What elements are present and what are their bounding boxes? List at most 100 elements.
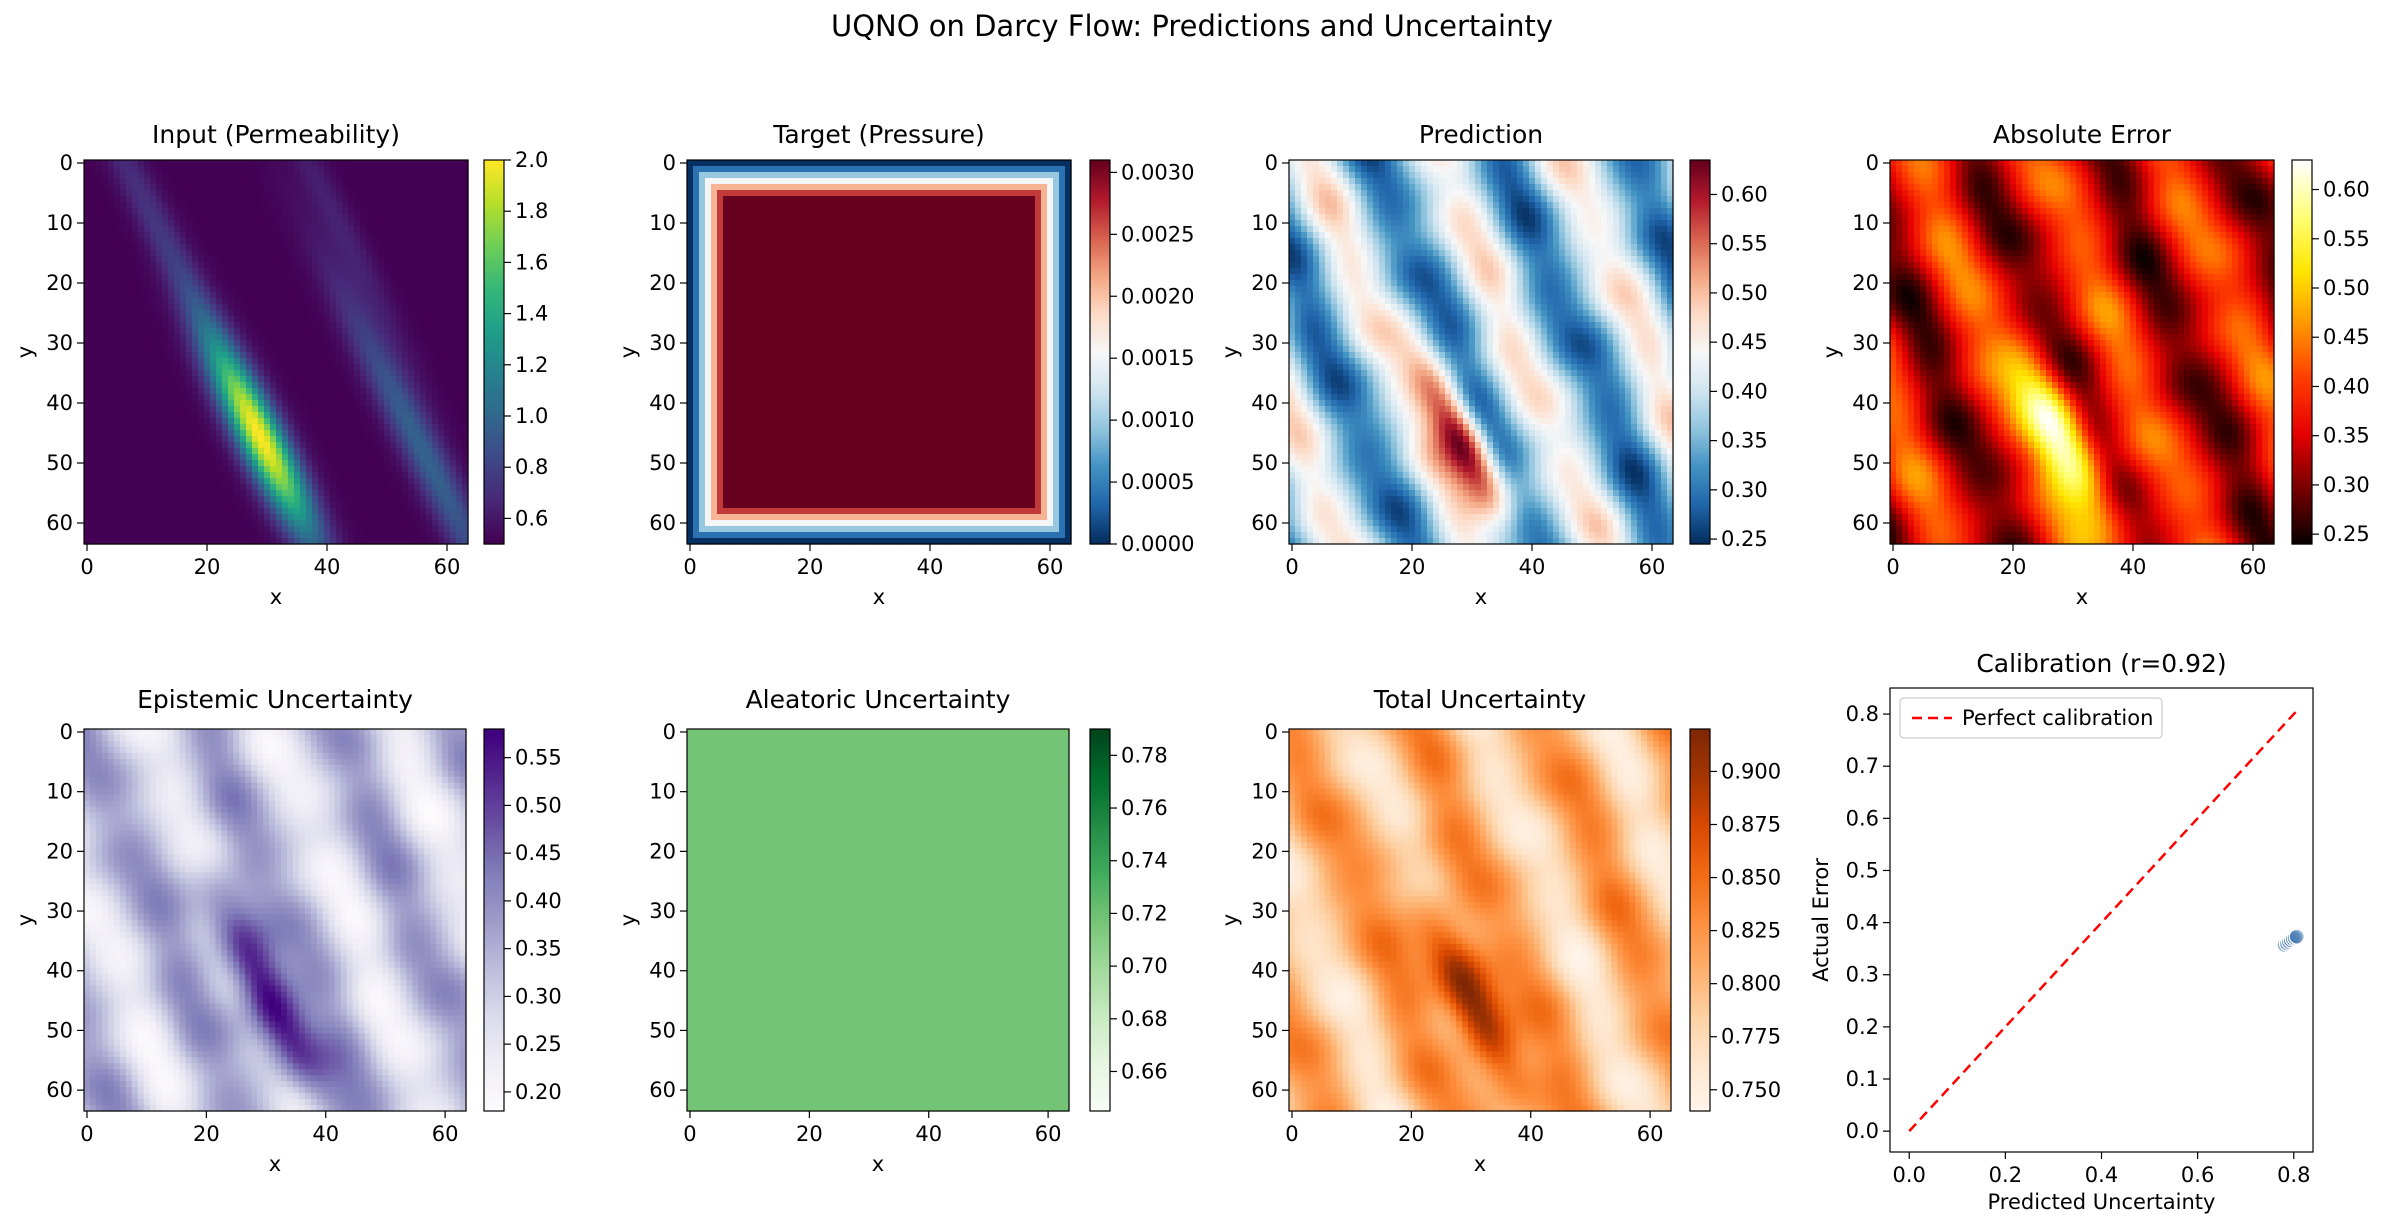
heatmap-cell xyxy=(414,376,421,383)
heatmap-cell xyxy=(216,376,223,383)
heatmap-cell xyxy=(807,190,814,197)
heatmap-cell xyxy=(372,220,379,227)
heatmap-cell xyxy=(432,454,439,461)
heatmap-cell xyxy=(801,214,808,221)
y-tick-label: 10 xyxy=(46,211,73,235)
heatmap-cell xyxy=(294,160,301,167)
heatmap-cell xyxy=(408,382,415,389)
heatmap-cell xyxy=(126,538,133,545)
heatmap-cell xyxy=(84,304,91,311)
heatmap-cell xyxy=(396,502,403,509)
heatmap-cell xyxy=(336,238,343,245)
heatmap-cell xyxy=(282,490,289,497)
heatmap-cell xyxy=(276,424,283,431)
heatmap-cell xyxy=(354,238,361,245)
heatmap-cell xyxy=(360,160,367,167)
heatmap-cell xyxy=(354,160,361,167)
heatmap-cell xyxy=(144,298,151,305)
heatmap-cell xyxy=(348,178,355,185)
heatmap-cell xyxy=(354,334,361,341)
heatmap-cell xyxy=(873,214,880,221)
heatmap-cell xyxy=(84,508,91,515)
heatmap-cell xyxy=(366,514,373,521)
heatmap-cell xyxy=(216,358,223,365)
heatmap-cell xyxy=(432,184,439,191)
heatmap-cell xyxy=(276,280,283,287)
heatmap-cell xyxy=(198,532,205,539)
heatmap-cell xyxy=(102,448,109,455)
heatmap-cell xyxy=(378,274,385,281)
heatmap-cell xyxy=(444,274,451,281)
heatmap-cell xyxy=(420,190,427,197)
heatmap-cell xyxy=(432,532,439,539)
heatmap-cell xyxy=(1065,172,1072,179)
heatmap-cell xyxy=(192,424,199,431)
heatmap-cell xyxy=(390,520,397,527)
heatmap-cell xyxy=(288,448,295,455)
heatmap-cell xyxy=(336,196,343,203)
heatmap-cell xyxy=(438,466,445,473)
heatmap-cell xyxy=(264,352,271,359)
heatmap-cell xyxy=(174,418,181,425)
colorbar-segment xyxy=(484,432,504,436)
heatmap-cell xyxy=(444,412,451,419)
heatmap-cell xyxy=(192,532,199,539)
heatmap-cell xyxy=(408,340,415,347)
heatmap-cell xyxy=(438,406,445,413)
heatmap-cell xyxy=(258,256,265,263)
heatmap-cell xyxy=(144,394,151,401)
heatmap-cell xyxy=(198,382,205,389)
heatmap-cell xyxy=(312,256,319,263)
heatmap-cell xyxy=(909,178,916,185)
heatmap-cell xyxy=(96,238,103,245)
heatmap-cell xyxy=(282,478,289,485)
heatmap-cell xyxy=(414,508,421,515)
heatmap-cell xyxy=(246,538,253,545)
heatmap-cell xyxy=(108,256,115,263)
heatmap-cell xyxy=(198,280,205,287)
heatmap-cell xyxy=(384,376,391,383)
heatmap-cell xyxy=(300,304,307,311)
heatmap-cell xyxy=(879,208,886,215)
heatmap-cell xyxy=(270,322,277,329)
heatmap-cell xyxy=(402,184,409,191)
heatmap-cell xyxy=(150,304,157,311)
heatmap-cell xyxy=(444,250,451,257)
heatmap-image xyxy=(84,160,469,545)
heatmap-cell xyxy=(432,484,439,491)
heatmap-cell xyxy=(204,250,211,257)
heatmap-cell xyxy=(366,334,373,341)
heatmap-cell xyxy=(84,322,91,329)
heatmap-cell xyxy=(366,238,373,245)
heatmap-cell xyxy=(84,232,91,239)
heatmap-cell xyxy=(108,424,115,431)
heatmap-cell xyxy=(390,256,397,263)
heatmap-cell xyxy=(288,340,295,347)
heatmap-cell xyxy=(228,448,235,455)
heatmap-cell xyxy=(324,472,331,479)
heatmap-cell xyxy=(969,220,976,227)
heatmap-cell xyxy=(384,526,391,533)
heatmap-cell xyxy=(360,508,367,515)
heatmap-cell xyxy=(108,514,115,521)
heatmap-cell xyxy=(324,184,331,191)
heatmap-cell xyxy=(885,160,892,167)
heatmap-cell xyxy=(360,232,367,239)
heatmap-cell xyxy=(789,214,796,221)
heatmap-cell xyxy=(102,364,109,371)
heatmap-cell xyxy=(282,436,289,443)
heatmap-cell xyxy=(963,196,970,203)
heatmap-cell xyxy=(240,238,247,245)
heatmap-cell xyxy=(414,208,421,215)
heatmap-cell xyxy=(96,382,103,389)
heatmap-cell xyxy=(348,316,355,323)
heatmap-cell xyxy=(999,220,1006,227)
heatmap-cell xyxy=(306,160,313,167)
heatmap-cell xyxy=(348,400,355,407)
heatmap-cell xyxy=(156,310,163,317)
heatmap-cell xyxy=(264,340,271,347)
heatmap-cell xyxy=(384,238,391,245)
heatmap-cell xyxy=(699,196,706,203)
heatmap-cell xyxy=(438,400,445,407)
heatmap-cell xyxy=(741,190,748,197)
